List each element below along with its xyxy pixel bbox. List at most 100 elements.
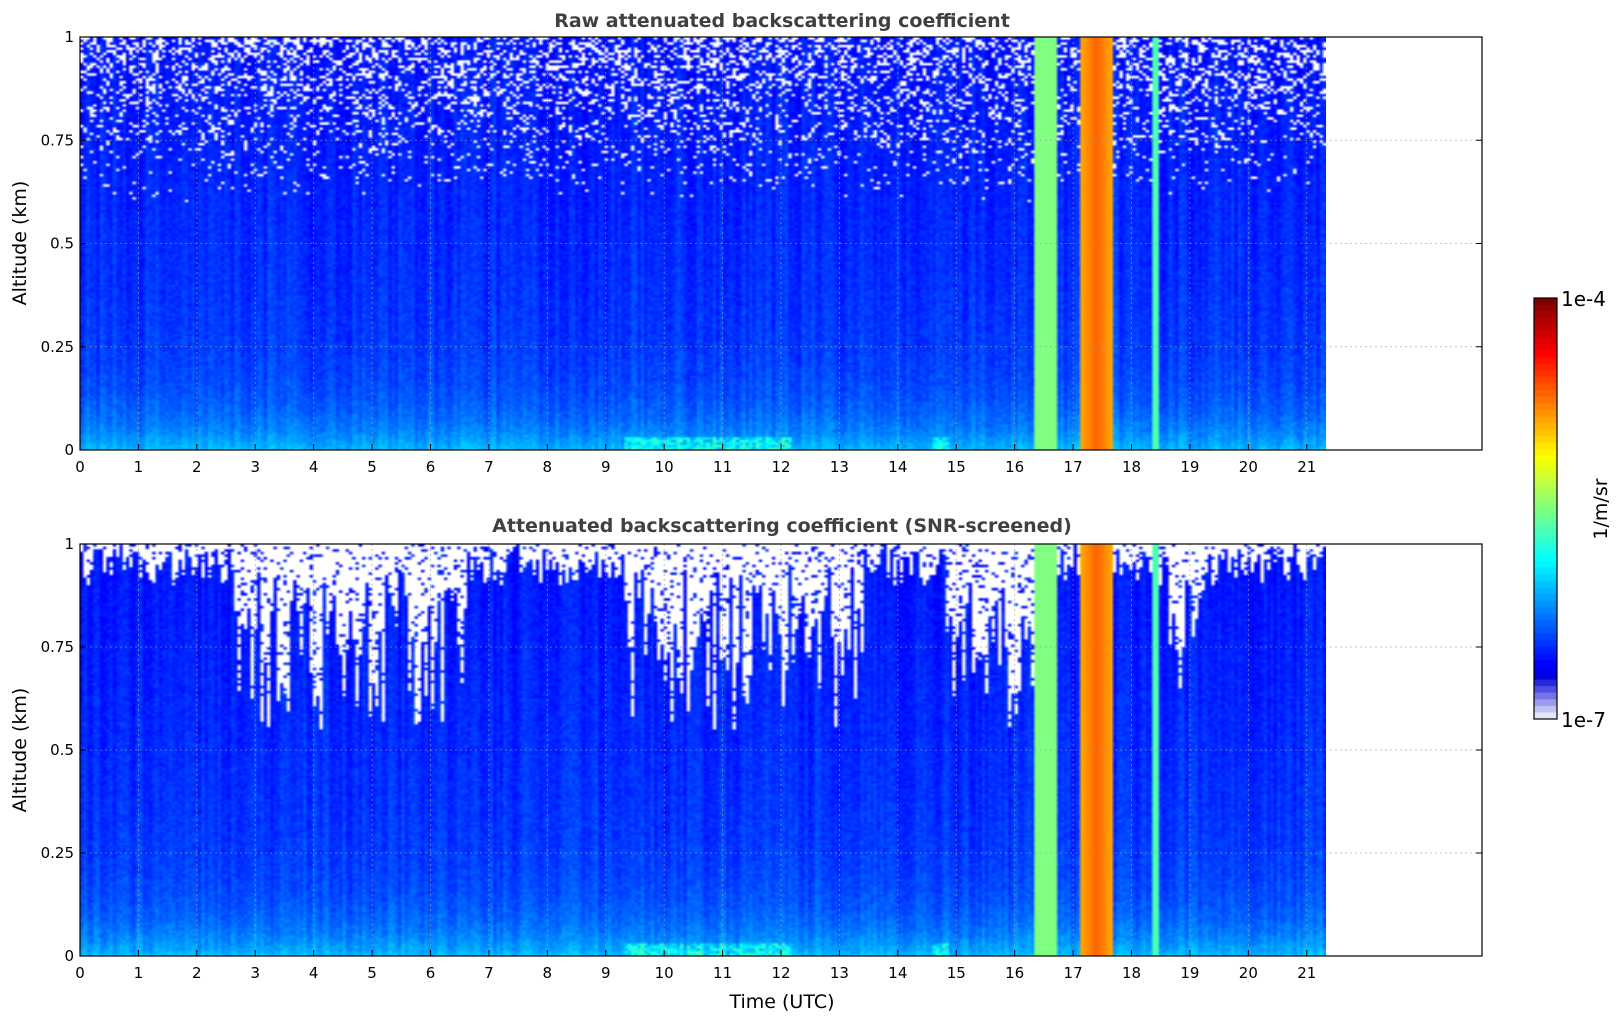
x-tick-label: 8 xyxy=(543,458,553,476)
x-tick-label: 3 xyxy=(250,458,260,476)
colorbar-swatch xyxy=(1534,541,1557,549)
y-tick-label: 0.5 xyxy=(50,235,74,253)
bottom-heatmap xyxy=(80,544,1327,956)
x-tick-label: 10 xyxy=(655,964,674,982)
colorbar-swatch xyxy=(1534,633,1557,641)
colorbar-swatch xyxy=(1534,672,1557,681)
colorbar-swatch xyxy=(1534,547,1557,556)
x-tick-label: 2 xyxy=(192,458,202,476)
colorbar-swatch xyxy=(1534,666,1557,674)
colorbar-swatch xyxy=(1534,455,1557,464)
colorbar-swatch xyxy=(1534,705,1557,714)
colorbar-swatch xyxy=(1534,442,1557,450)
colorbar-swatch xyxy=(1534,534,1557,542)
colorbar-swatch xyxy=(1534,350,1557,358)
x-tick-label: 7 xyxy=(484,964,494,982)
colorbar-swatch xyxy=(1534,679,1557,687)
colorbar-swatch xyxy=(1534,515,1557,523)
y-tick-label: 0 xyxy=(64,947,74,965)
colorbar-swatch xyxy=(1534,554,1557,562)
x-axis-label: Time (UTC) xyxy=(728,991,834,1013)
colorbar-swatch xyxy=(1534,403,1557,411)
colorbar-swatch xyxy=(1534,396,1557,404)
x-tick-label: 21 xyxy=(1297,458,1316,476)
x-tick-label: 12 xyxy=(771,964,790,982)
colorbar-swatch xyxy=(1534,422,1557,431)
x-tick-label: 15 xyxy=(947,458,966,476)
colorbar-swatch xyxy=(1534,528,1557,536)
colorbar-swatch xyxy=(1534,640,1557,648)
colorbar-swatch xyxy=(1534,594,1557,602)
y-tick-label: 1 xyxy=(64,535,74,553)
x-tick-label: 15 xyxy=(947,964,966,982)
colorbar-frame xyxy=(1533,297,1558,720)
colorbar-swatch xyxy=(1534,363,1557,371)
colorbar-swatch xyxy=(1534,699,1557,707)
colorbar-swatch xyxy=(1534,357,1557,365)
colorbar-swatch xyxy=(1534,390,1557,398)
colorbar-swatch xyxy=(1534,620,1557,628)
x-tick-label: 4 xyxy=(309,964,319,982)
colorbar-swatch xyxy=(1534,317,1557,325)
y-tick-label: 0.5 xyxy=(50,741,74,759)
x-tick-label: 9 xyxy=(601,458,611,476)
top-grid xyxy=(80,37,1482,450)
x-tick-label: 18 xyxy=(1122,964,1141,982)
colorbar-swatch xyxy=(1534,495,1557,503)
colorbar-swatch xyxy=(1534,607,1557,615)
bottom-y-axis-label: Altitude (km) xyxy=(9,688,31,813)
colorbar-swatch xyxy=(1534,337,1557,345)
colorbar-swatch xyxy=(1534,344,1557,352)
bottom-panel-title: Attenuated backscattering coefficient (S… xyxy=(492,515,1072,537)
bottom-grid xyxy=(80,544,1482,956)
colorbar-swatch xyxy=(1534,416,1557,424)
x-tick-label: 6 xyxy=(426,964,436,982)
bottom-panel: Attenuated backscattering coefficient (S… xyxy=(9,515,1483,1013)
x-tick-label: 1 xyxy=(134,964,144,982)
top-y-ticks: 0 0.25 0.5 0.75 1 xyxy=(41,28,1482,459)
top-y-axis-label: Altitude (km) xyxy=(9,181,31,306)
x-tick-label: 0 xyxy=(75,458,85,476)
colorbar-swatch xyxy=(1534,298,1557,306)
x-tick-label: 21 xyxy=(1297,964,1316,982)
colorbar-swatch xyxy=(1534,692,1557,700)
y-tick-label: 0.25 xyxy=(41,844,74,862)
x-tick-label: 17 xyxy=(1064,458,1083,476)
colorbar-swatch xyxy=(1534,587,1557,595)
colorbar-swatch xyxy=(1534,488,1557,496)
colorbar-swatch xyxy=(1534,501,1557,510)
y-tick-label: 0.75 xyxy=(41,638,74,656)
colorbar-unit-label: 1/m/sr xyxy=(1590,478,1612,539)
x-tick-label: 19 xyxy=(1180,964,1199,982)
x-tick-label: 0 xyxy=(75,964,85,982)
colorbar-swatch xyxy=(1534,508,1557,516)
colorbar-swatch xyxy=(1534,600,1557,608)
x-tick-label: 5 xyxy=(367,964,377,982)
bottom-y-ticks: 0 0.25 0.5 0.75 1 xyxy=(41,535,1482,965)
colorbar-swatch xyxy=(1534,475,1557,483)
top-heatmap xyxy=(80,37,1327,450)
top-panel-title: Raw attenuated backscattering coefficien… xyxy=(554,10,1010,32)
colorbar-swatch xyxy=(1534,370,1557,378)
x-tick-label: 14 xyxy=(888,964,907,982)
colorbar-swatch xyxy=(1534,462,1557,470)
colorbar-swatch xyxy=(1534,482,1557,490)
colorbar-swatch xyxy=(1534,383,1557,391)
x-tick-label: 4 xyxy=(309,458,319,476)
colorbar-swatch xyxy=(1534,686,1557,694)
colorbar-swatch xyxy=(1534,429,1557,437)
x-tick-label: 9 xyxy=(601,964,611,982)
x-tick-label: 3 xyxy=(250,964,260,982)
colorbar-max-label: 1e-4 xyxy=(1561,287,1606,311)
colorbar-swatch xyxy=(1534,436,1557,444)
colorbar-swatch xyxy=(1534,580,1557,589)
colorbar-swatch xyxy=(1534,712,1557,720)
x-tick-label: 17 xyxy=(1064,964,1083,982)
top-panel: Raw attenuated backscattering coefficien… xyxy=(9,10,1483,476)
colorbar-scale xyxy=(1534,298,1557,720)
x-tick-label: 8 xyxy=(543,964,553,982)
y-tick-label: 0 xyxy=(64,441,74,459)
x-tick-label: 6 xyxy=(426,458,436,476)
x-tick-label: 20 xyxy=(1239,964,1258,982)
colorbar-swatch xyxy=(1534,330,1557,339)
